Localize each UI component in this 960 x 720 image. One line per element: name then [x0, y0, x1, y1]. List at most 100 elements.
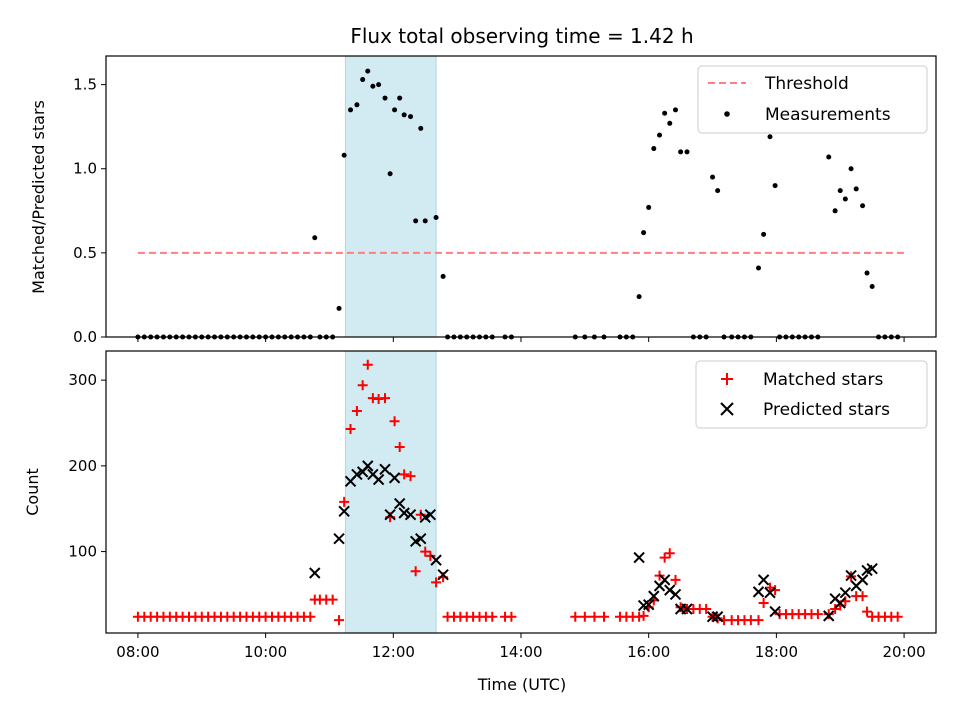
x-tick-label: 10:00: [244, 643, 287, 661]
y-tick-label: 100: [68, 543, 97, 561]
measurement-point: [641, 230, 647, 236]
matched-star-point: [765, 582, 775, 593]
matched-star-point: [758, 598, 769, 608]
measurement-point: [678, 149, 684, 155]
predicted-star-point: [658, 574, 671, 586]
predicted-star-point: [309, 567, 321, 579]
measurement-point: [354, 102, 360, 108]
measurement-point: [408, 114, 414, 120]
predicted-star-point: [769, 605, 781, 618]
matched-star-point: [431, 577, 442, 588]
matched-star-point: [394, 442, 405, 452]
matched-star-point: [305, 611, 316, 622]
measurement-point: [761, 231, 767, 237]
predicted-star-point: [384, 509, 396, 521]
measurement-points: [135, 68, 901, 340]
matched-star-point: [701, 604, 712, 614]
predicted-star-point: [706, 611, 719, 623]
predicted-star-point: [664, 584, 676, 596]
predicted-star-point: [415, 533, 427, 545]
matched-star-point: [638, 610, 649, 621]
predicted-star-point: [681, 603, 693, 615]
ratio-panel-legend: Threshold Measurements: [697, 65, 928, 134]
count-panel: 100 200 300 08:00 10:00 12:00 14:00 16:00 18:00…: [23, 350, 937, 694]
measurement-point: [767, 134, 773, 140]
measurement-point: [341, 152, 347, 158]
measurement-point: [710, 174, 716, 180]
count-panel-highlight-span: [344, 350, 437, 634]
matched-star-point: [410, 566, 421, 577]
count-panel-frame: [105, 350, 937, 634]
predicted-star-point: [424, 509, 437, 521]
predicted-star-point: [404, 509, 417, 521]
legend-matched-swatch: [721, 373, 733, 385]
predicted-star-point: [351, 468, 363, 481]
ratio-panel-highlight-span: [344, 55, 437, 338]
matched-star-point: [857, 591, 868, 602]
matched-star-point: [351, 406, 362, 416]
predicted-star-point: [764, 587, 776, 599]
measurement-point: [336, 305, 342, 311]
matched-star-point: [892, 611, 903, 622]
predicted-star-point: [430, 554, 442, 566]
matched-star-point: [579, 611, 590, 622]
legend-threshold-label: Threshold: [764, 74, 849, 94]
y-tick-label: 1.0: [73, 160, 97, 178]
matched-stars-points: [132, 359, 903, 626]
measurement-point: [360, 77, 366, 83]
predicted-star-point: [362, 460, 374, 472]
predicted-star-point: [338, 505, 350, 517]
x-tick-label: 18:00: [755, 643, 798, 661]
matched-star-point: [420, 546, 431, 557]
measurement-point: [392, 107, 398, 113]
matched-star-point: [862, 606, 873, 617]
matched-star-point: [599, 611, 609, 622]
measurement-point: [826, 154, 832, 160]
predicted-star-point: [752, 586, 765, 598]
measurement-point: [837, 188, 843, 194]
measurement-point: [715, 188, 721, 194]
matched-star-point: [389, 416, 400, 427]
measurement-point: [376, 82, 382, 88]
measurement-point: [673, 107, 679, 113]
measurement-point: [401, 112, 407, 118]
predicted-star-point: [372, 473, 385, 486]
measurement-point: [667, 120, 673, 126]
measurement-point: [651, 146, 657, 152]
predicted-star-point: [757, 574, 770, 586]
predicted-star-point: [379, 463, 391, 475]
count-panel-y-ticks: 100 200 300: [68, 371, 106, 561]
x-tick-label: 16:00: [627, 643, 670, 661]
matched-star-point: [415, 509, 426, 520]
predicted-star-point: [856, 574, 869, 586]
predicted-star-point: [823, 610, 835, 622]
matched-star-point: [506, 611, 517, 622]
matched-star-point: [334, 615, 345, 626]
measurement-point: [772, 183, 778, 189]
predicted-star-point: [437, 569, 449, 581]
ratio-panel: 0.0 0.5 1.0 1.5 Matched/Predicted stars Thr…: [29, 55, 937, 346]
measurement-point: [397, 95, 403, 101]
legend-matched-label: Matched stars: [763, 370, 883, 390]
predicted-star-point: [839, 587, 852, 599]
predicted-star-point: [333, 533, 345, 545]
measurement-point: [853, 186, 859, 192]
measurement-point: [365, 68, 371, 74]
legend-measurements-swatch: [724, 111, 730, 117]
predicted-star-point: [388, 472, 401, 484]
measurement-point: [348, 107, 354, 113]
measurement-point: [832, 208, 838, 214]
x-tick-label: 20:00: [882, 643, 925, 661]
measurement-point: [864, 270, 870, 276]
measurement-point: [382, 95, 388, 101]
matched-star-point: [399, 469, 410, 480]
measurement-point: [646, 204, 652, 210]
y-tick-label: 0.0: [73, 328, 97, 346]
y-tick-label: 0.5: [73, 244, 97, 262]
highlight-span: [344, 350, 437, 634]
measurement-point: [413, 218, 419, 224]
measurement-point: [433, 215, 439, 221]
matched-star-point: [830, 604, 841, 614]
measurement-point: [842, 196, 848, 202]
